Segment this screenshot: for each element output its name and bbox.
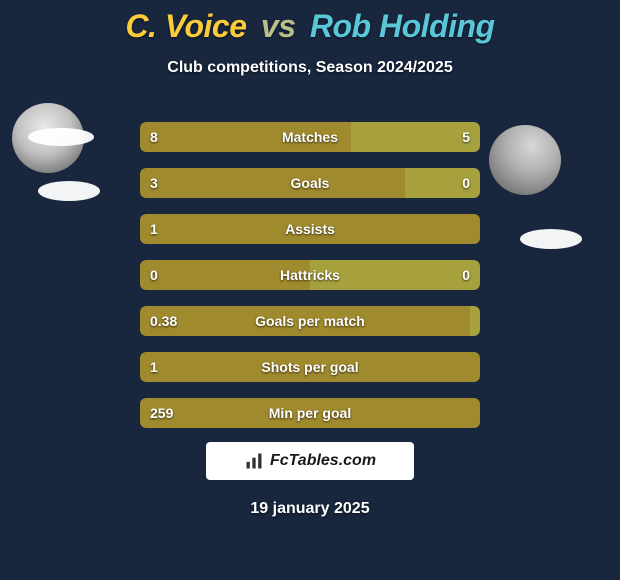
stat-bar-p1-fill	[140, 306, 470, 336]
stat-row: 00Hattricks	[140, 260, 480, 290]
title-vs: vs	[261, 8, 296, 44]
stat-bar-p2-fill	[470, 306, 480, 336]
stat-row: 1Assists	[140, 214, 480, 244]
stat-value-p1: 3	[150, 168, 158, 198]
stat-value-p1: 1	[150, 352, 158, 382]
site-logo[interactable]: FcTables.com	[206, 442, 414, 480]
stat-row: 259Min per goal	[140, 398, 480, 428]
site-logo-text: FcTables.com	[270, 452, 376, 470]
player-2-avatar	[489, 125, 561, 195]
avatar-placeholder-icon	[489, 125, 561, 195]
stat-bar-p2-fill	[310, 260, 480, 290]
stat-row: 1Shots per goal	[140, 352, 480, 382]
stat-bar-p1-fill	[140, 214, 480, 244]
stat-value-p1: 259	[150, 398, 173, 428]
stat-value-p1: 0	[150, 260, 158, 290]
stat-value-p1: 1	[150, 214, 158, 244]
stat-value-p1: 0.38	[150, 306, 177, 336]
stat-value-p2: 5	[462, 122, 470, 152]
stat-bar-p1-fill	[140, 122, 351, 152]
stat-value-p2: 0	[462, 260, 470, 290]
stat-value-p1: 8	[150, 122, 158, 152]
page-title: C. Voice vs Rob Holding	[0, 0, 620, 45]
stats-chart: 85Matches30Goals1Assists00Hattricks0.38G…	[140, 122, 480, 444]
stat-bar-p1-fill	[140, 398, 480, 428]
stat-bar-p1-fill	[140, 260, 310, 290]
decorative-ellipse	[38, 181, 100, 201]
stat-bar-p1-fill	[140, 168, 405, 198]
stat-row: 0.38Goals per match	[140, 306, 480, 336]
stat-bar-p2-fill	[351, 122, 480, 152]
stat-row: 85Matches	[140, 122, 480, 152]
decorative-ellipse	[520, 229, 582, 249]
stat-bar-p1-fill	[140, 352, 480, 382]
stat-row: 30Goals	[140, 168, 480, 198]
decorative-ellipse	[28, 128, 94, 146]
stat-value-p2: 0	[462, 168, 470, 198]
subtitle: Club competitions, Season 2024/2025	[0, 59, 620, 77]
chart-icon	[244, 451, 264, 471]
date-label: 19 january 2025	[0, 500, 620, 518]
title-player-2: Rob Holding	[310, 8, 495, 44]
title-player-1: C. Voice	[125, 8, 246, 44]
